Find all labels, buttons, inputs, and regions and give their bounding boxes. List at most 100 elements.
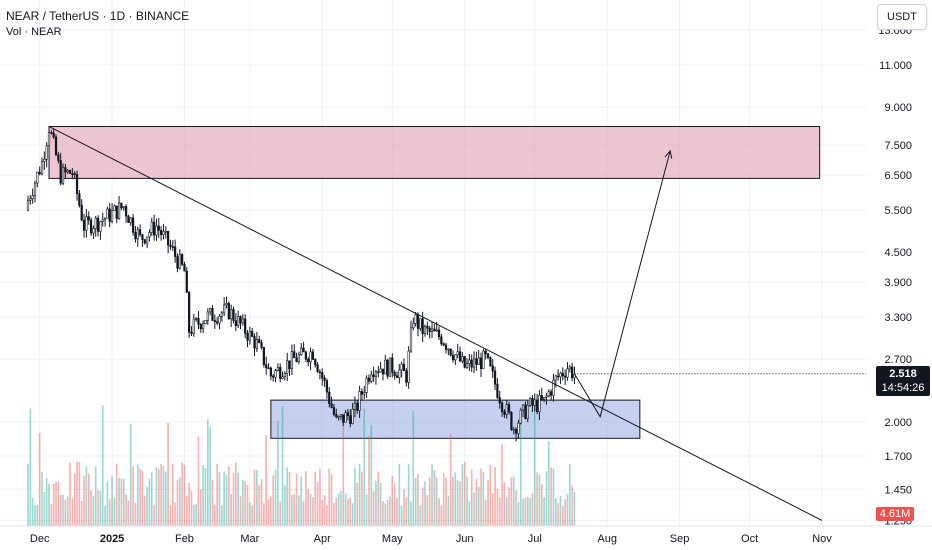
candle-body bbox=[547, 391, 550, 397]
candle-body bbox=[92, 228, 95, 234]
candle-body bbox=[388, 357, 392, 377]
volume-bar bbox=[108, 499, 111, 526]
candle-body bbox=[276, 367, 279, 372]
volume-bar bbox=[480, 468, 482, 526]
volume-bar bbox=[326, 505, 328, 526]
volume-bar bbox=[202, 465, 204, 526]
candle-body bbox=[31, 195, 34, 200]
volume-bar bbox=[477, 486, 480, 526]
volume-bar bbox=[445, 477, 447, 526]
y-tick-label: 1.450 bbox=[884, 484, 912, 496]
candle-body bbox=[220, 312, 223, 317]
volume-bar bbox=[424, 481, 426, 526]
volume-bar bbox=[43, 491, 46, 526]
volume-bar bbox=[515, 490, 517, 526]
volume-bar bbox=[494, 467, 496, 526]
y-tick-label: 9.000 bbox=[884, 102, 912, 114]
candle-body bbox=[286, 360, 289, 374]
trend-line bbox=[48, 126, 823, 521]
volume-bar bbox=[386, 500, 389, 526]
volume-bar bbox=[475, 478, 478, 526]
candle-body bbox=[356, 402, 359, 411]
volume-bar bbox=[503, 482, 506, 526]
volume-bar bbox=[281, 405, 284, 526]
volume-bar bbox=[199, 489, 202, 526]
volume-bar bbox=[59, 494, 62, 526]
volume-bar bbox=[519, 406, 522, 526]
candle-body bbox=[57, 154, 60, 161]
candle-body bbox=[318, 371, 322, 374]
y-tick-label: 3.900 bbox=[884, 277, 912, 289]
candle-body bbox=[363, 392, 366, 395]
candle-body bbox=[113, 205, 116, 211]
volume-bar bbox=[510, 477, 513, 526]
candle-body bbox=[162, 231, 165, 236]
volume-bar bbox=[431, 464, 433, 526]
volume-bar bbox=[176, 480, 179, 526]
candle-body bbox=[365, 377, 368, 393]
volume-bar bbox=[312, 497, 314, 526]
candle-body bbox=[437, 329, 441, 338]
volume-bar bbox=[482, 471, 485, 526]
y-tick-label: 3.300 bbox=[884, 312, 912, 324]
volume-bar bbox=[160, 463, 162, 526]
candle-body bbox=[227, 302, 230, 320]
volume-bar bbox=[354, 467, 356, 526]
candle-body bbox=[475, 358, 478, 365]
volume-bar bbox=[305, 471, 307, 526]
volume-bar bbox=[356, 482, 359, 526]
volume-bar bbox=[330, 474, 333, 526]
volume-bar bbox=[547, 441, 550, 526]
candle-body bbox=[99, 221, 102, 232]
volume-bar bbox=[97, 490, 99, 526]
candle-body bbox=[510, 411, 513, 430]
x-tick-label: Feb bbox=[175, 533, 194, 545]
candle-body bbox=[71, 173, 74, 175]
candle-body bbox=[377, 371, 380, 374]
volume-bar bbox=[536, 472, 538, 526]
volume-bar bbox=[307, 488, 310, 526]
candle-body bbox=[304, 351, 308, 360]
candle-body bbox=[533, 399, 536, 406]
candle-body bbox=[185, 270, 188, 293]
candle-body bbox=[50, 132, 53, 134]
candle-body bbox=[269, 367, 272, 377]
candle-body bbox=[559, 372, 562, 378]
candle-body bbox=[384, 359, 387, 375]
candle-body bbox=[141, 234, 144, 240]
candle-body bbox=[61, 167, 65, 184]
volume-bar bbox=[94, 466, 97, 526]
volume-bar bbox=[316, 481, 319, 526]
currency-button[interactable]: USDT bbox=[877, 4, 927, 30]
volume-bar bbox=[470, 469, 473, 526]
candle-body bbox=[66, 170, 69, 173]
volume-bar bbox=[221, 505, 223, 526]
candle-body bbox=[405, 370, 408, 383]
volume-bar bbox=[31, 498, 34, 526]
volume-bar bbox=[449, 433, 452, 526]
candle-body bbox=[391, 357, 394, 373]
volume-bar bbox=[501, 444, 503, 526]
candle-body bbox=[482, 350, 485, 369]
candle-body bbox=[52, 132, 55, 138]
volume-bar bbox=[412, 411, 415, 526]
volume-label: Vol · NEAR bbox=[6, 26, 62, 38]
volume-bar bbox=[461, 463, 464, 526]
candle-body bbox=[169, 244, 172, 247]
volume-bar bbox=[207, 419, 209, 526]
candle-body bbox=[281, 376, 284, 379]
volume-bar bbox=[192, 505, 195, 526]
candle-body bbox=[489, 357, 492, 367]
candle-body bbox=[526, 405, 529, 419]
volume-bar bbox=[253, 469, 256, 526]
candle-body bbox=[412, 323, 415, 329]
x-tick-label: Jun bbox=[456, 533, 474, 545]
volume-bar bbox=[533, 402, 536, 526]
candle-body bbox=[253, 336, 256, 349]
candle-body bbox=[314, 359, 317, 366]
volume-bar bbox=[550, 467, 552, 526]
volume-bar bbox=[267, 499, 270, 526]
candle-body bbox=[152, 221, 156, 236]
